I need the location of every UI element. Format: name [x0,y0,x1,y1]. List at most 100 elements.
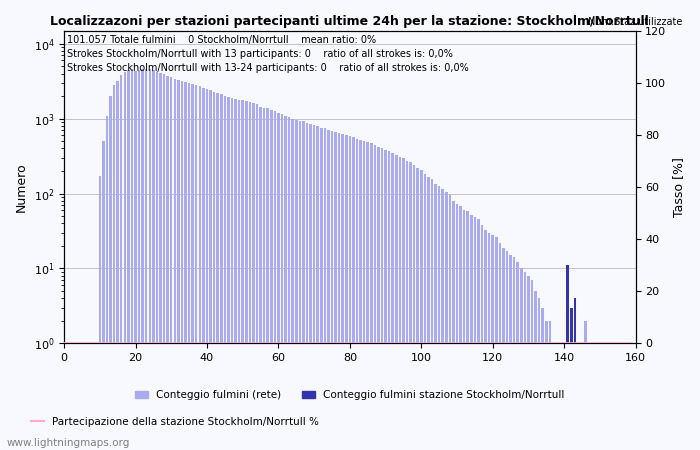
Bar [330,130,333,450]
Bar [252,104,255,450]
Legend: Conteggio fulmini (rete), Conteggio fulmini stazione Stockholm/Norrtull: Conteggio fulmini (rete), Conteggio fulm… [132,386,568,404]
Bar [267,108,269,450]
Bar [281,114,284,450]
Bar [402,158,405,450]
Y-axis label: Numero: Numero [15,162,28,212]
Bar [556,343,559,450]
Bar [223,96,226,450]
Bar [291,119,294,450]
Bar [231,98,233,450]
Bar [377,147,379,450]
Bar [306,123,308,450]
Bar [420,170,423,450]
Bar [106,116,108,450]
Bar [384,150,387,450]
Bar [449,195,451,450]
Bar [542,307,544,450]
Bar [510,255,512,450]
Bar [263,108,265,450]
Bar [359,140,362,450]
Bar [113,85,116,450]
Bar [456,204,458,450]
Bar [349,136,351,450]
Bar [120,75,122,450]
Bar [545,321,547,450]
Bar [549,321,551,450]
Bar [588,343,590,450]
Bar [367,142,369,450]
Bar [570,307,573,450]
Text: Strokes Stockholm/Norrtull with 13 participants: 0    ratio of all strokes is: 0: Strokes Stockholm/Norrtull with 13 parti… [67,50,453,59]
Bar [406,161,408,450]
Bar [181,81,183,450]
Bar [335,132,337,450]
Bar [248,102,251,450]
Bar [245,101,248,450]
Bar [241,100,244,450]
Bar [459,206,462,450]
Bar [352,138,355,450]
Text: www.lightningmaps.org: www.lightningmaps.org [7,438,130,448]
Bar [238,99,240,450]
Bar [152,71,155,450]
Bar [199,86,201,450]
Bar [374,144,376,450]
Bar [213,91,216,450]
Bar [109,96,112,450]
Bar [531,280,533,450]
Bar [174,79,176,450]
Bar [124,72,126,450]
Bar [573,298,576,450]
Text: 101.057 Totale fulmini    0 Stockholm/Norrtull    mean ratio: 0%: 101.057 Totale fulmini 0 Stockholm/Norrt… [67,35,376,45]
Bar [195,85,197,450]
Bar [256,104,258,450]
Bar [327,130,330,450]
Bar [316,126,319,450]
Bar [463,210,466,450]
Bar [445,192,447,450]
Bar [438,186,440,450]
Bar [566,266,569,450]
Bar [148,69,151,450]
Bar [177,80,180,450]
Bar [309,124,312,450]
Bar [141,69,144,450]
Bar [578,343,580,450]
Bar [345,135,347,450]
Bar [538,298,540,450]
Bar [116,81,119,450]
Bar [391,153,394,450]
Bar [395,155,398,450]
Bar [277,112,280,450]
Bar [410,162,412,450]
Bar [102,141,104,450]
Bar [474,217,476,450]
Bar [584,321,587,450]
Bar [552,343,554,450]
Bar [323,128,326,450]
Bar [416,168,419,450]
Y-axis label: Tasso [%]: Tasso [%] [672,157,685,217]
Bar [145,69,148,450]
Bar [234,99,237,450]
Text: Num.Staz.utilizzate: Num.Staz.utilizzate [589,18,682,27]
Bar [573,298,576,450]
Bar [434,184,437,450]
Bar [477,220,480,450]
Bar [202,88,204,450]
Bar [570,307,573,450]
Bar [342,134,344,450]
Bar [388,151,391,450]
Bar [363,141,365,450]
Bar [167,76,169,450]
Bar [216,93,219,450]
Bar [227,97,230,450]
Bar [484,230,486,450]
Bar [188,83,190,450]
Bar [534,291,537,450]
Bar [313,125,316,450]
Bar [209,90,212,450]
Bar [299,121,301,450]
Bar [513,257,515,450]
Bar [424,175,426,450]
